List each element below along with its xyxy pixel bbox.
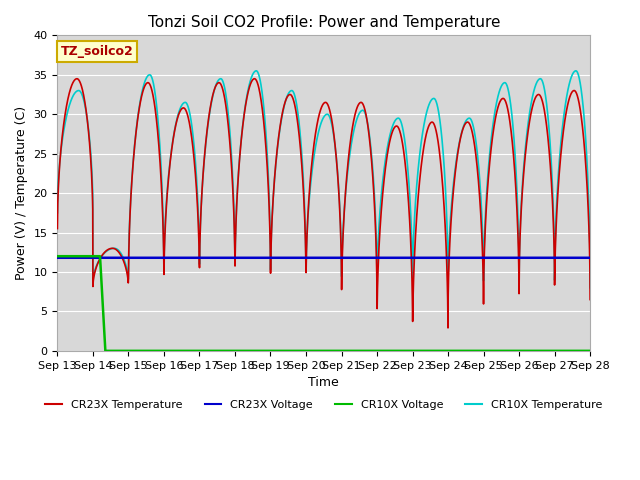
Y-axis label: Power (V) / Temperature (C): Power (V) / Temperature (C) bbox=[15, 106, 28, 280]
X-axis label: Time: Time bbox=[308, 376, 339, 389]
Text: TZ_soilco2: TZ_soilco2 bbox=[61, 45, 134, 58]
Legend: CR23X Temperature, CR23X Voltage, CR10X Voltage, CR10X Temperature: CR23X Temperature, CR23X Voltage, CR10X … bbox=[41, 396, 607, 415]
Title: Tonzi Soil CO2 Profile: Power and Temperature: Tonzi Soil CO2 Profile: Power and Temper… bbox=[147, 15, 500, 30]
